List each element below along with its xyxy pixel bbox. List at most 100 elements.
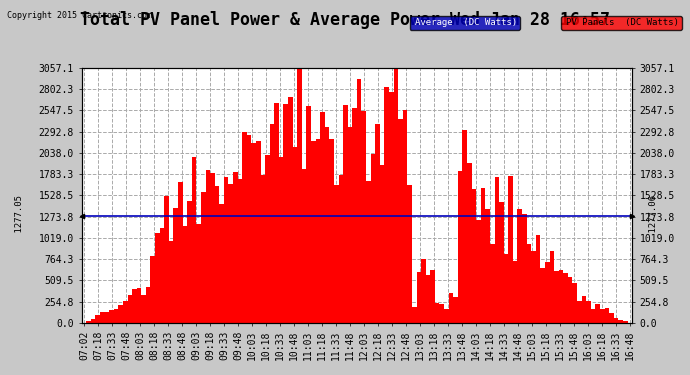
Bar xyxy=(559,270,563,323)
Bar xyxy=(535,236,540,323)
Bar xyxy=(114,309,119,323)
Text: 1277.05: 1277.05 xyxy=(15,195,24,238)
Bar xyxy=(421,260,426,323)
Bar xyxy=(568,277,573,323)
Bar xyxy=(325,127,329,323)
Bar xyxy=(495,177,499,323)
Bar xyxy=(164,196,169,323)
Bar xyxy=(444,309,448,323)
Bar xyxy=(105,312,109,323)
Bar xyxy=(146,287,150,323)
Bar xyxy=(398,119,403,323)
Bar xyxy=(237,179,242,323)
Bar xyxy=(412,307,417,323)
Bar xyxy=(448,292,453,323)
Bar xyxy=(380,165,384,323)
Bar xyxy=(334,185,339,323)
Bar xyxy=(435,303,440,323)
Bar xyxy=(210,173,215,323)
Bar xyxy=(545,262,549,323)
Bar xyxy=(563,273,568,323)
Bar xyxy=(297,68,302,323)
Bar xyxy=(256,141,261,323)
Bar xyxy=(219,204,224,323)
Bar xyxy=(275,103,279,323)
Bar xyxy=(623,321,627,323)
Bar xyxy=(201,192,206,323)
Bar xyxy=(265,154,270,323)
Bar xyxy=(362,111,366,323)
Bar xyxy=(279,156,284,323)
Bar xyxy=(339,175,343,323)
Legend: PV Panels  (DC Watts): PV Panels (DC Watts) xyxy=(561,16,682,30)
Bar xyxy=(284,104,288,323)
Legend: Average  (DC Watts): Average (DC Watts) xyxy=(410,16,520,30)
Bar xyxy=(311,141,315,323)
Bar xyxy=(329,139,334,323)
Bar xyxy=(357,80,362,323)
Bar xyxy=(169,240,173,323)
Bar xyxy=(457,171,462,323)
Bar xyxy=(522,214,526,323)
Bar xyxy=(554,271,559,323)
Bar xyxy=(242,132,247,323)
Bar xyxy=(91,319,95,323)
Bar xyxy=(155,233,159,323)
Bar xyxy=(540,268,545,323)
Bar xyxy=(403,110,407,323)
Bar xyxy=(440,304,444,323)
Bar xyxy=(224,177,228,323)
Bar xyxy=(192,157,197,323)
Bar xyxy=(315,139,320,323)
Bar xyxy=(215,186,219,323)
Bar xyxy=(375,124,380,323)
Bar xyxy=(467,164,471,323)
Bar xyxy=(251,142,256,323)
Bar xyxy=(261,175,265,323)
Bar xyxy=(513,261,518,323)
Bar xyxy=(132,288,137,323)
Bar xyxy=(462,130,467,323)
Bar xyxy=(178,182,183,323)
Bar xyxy=(141,296,146,323)
Text: 1277.06: 1277.06 xyxy=(649,195,658,238)
Bar xyxy=(293,147,297,323)
Bar xyxy=(389,92,393,323)
Bar xyxy=(481,188,485,323)
Bar xyxy=(247,135,251,323)
Bar xyxy=(306,106,311,323)
Bar xyxy=(431,270,435,323)
Bar xyxy=(509,176,513,323)
Bar xyxy=(206,171,210,323)
Bar xyxy=(595,304,600,323)
Bar xyxy=(233,172,237,323)
Bar xyxy=(288,97,293,323)
Bar xyxy=(123,301,128,323)
Bar xyxy=(150,256,155,323)
Bar xyxy=(453,297,457,323)
Bar xyxy=(302,169,306,323)
Bar xyxy=(100,312,105,323)
Bar xyxy=(320,112,325,323)
Bar xyxy=(407,185,412,323)
Bar xyxy=(600,309,604,323)
Bar xyxy=(604,308,609,323)
Bar xyxy=(526,244,531,323)
Bar xyxy=(499,202,504,323)
Bar xyxy=(426,275,431,323)
Text: Copyright 2015 Cartronics.com: Copyright 2015 Cartronics.com xyxy=(7,11,152,20)
Bar xyxy=(518,209,522,323)
Bar xyxy=(591,309,595,323)
Bar xyxy=(549,251,554,323)
Bar xyxy=(270,124,275,323)
Bar xyxy=(159,228,164,323)
Bar xyxy=(490,244,495,323)
Bar xyxy=(109,310,114,323)
Bar xyxy=(137,288,141,323)
Bar xyxy=(476,220,481,323)
Bar xyxy=(384,87,389,323)
Bar xyxy=(417,272,421,323)
Bar xyxy=(173,208,178,323)
Bar xyxy=(582,296,586,323)
Bar xyxy=(471,189,476,323)
